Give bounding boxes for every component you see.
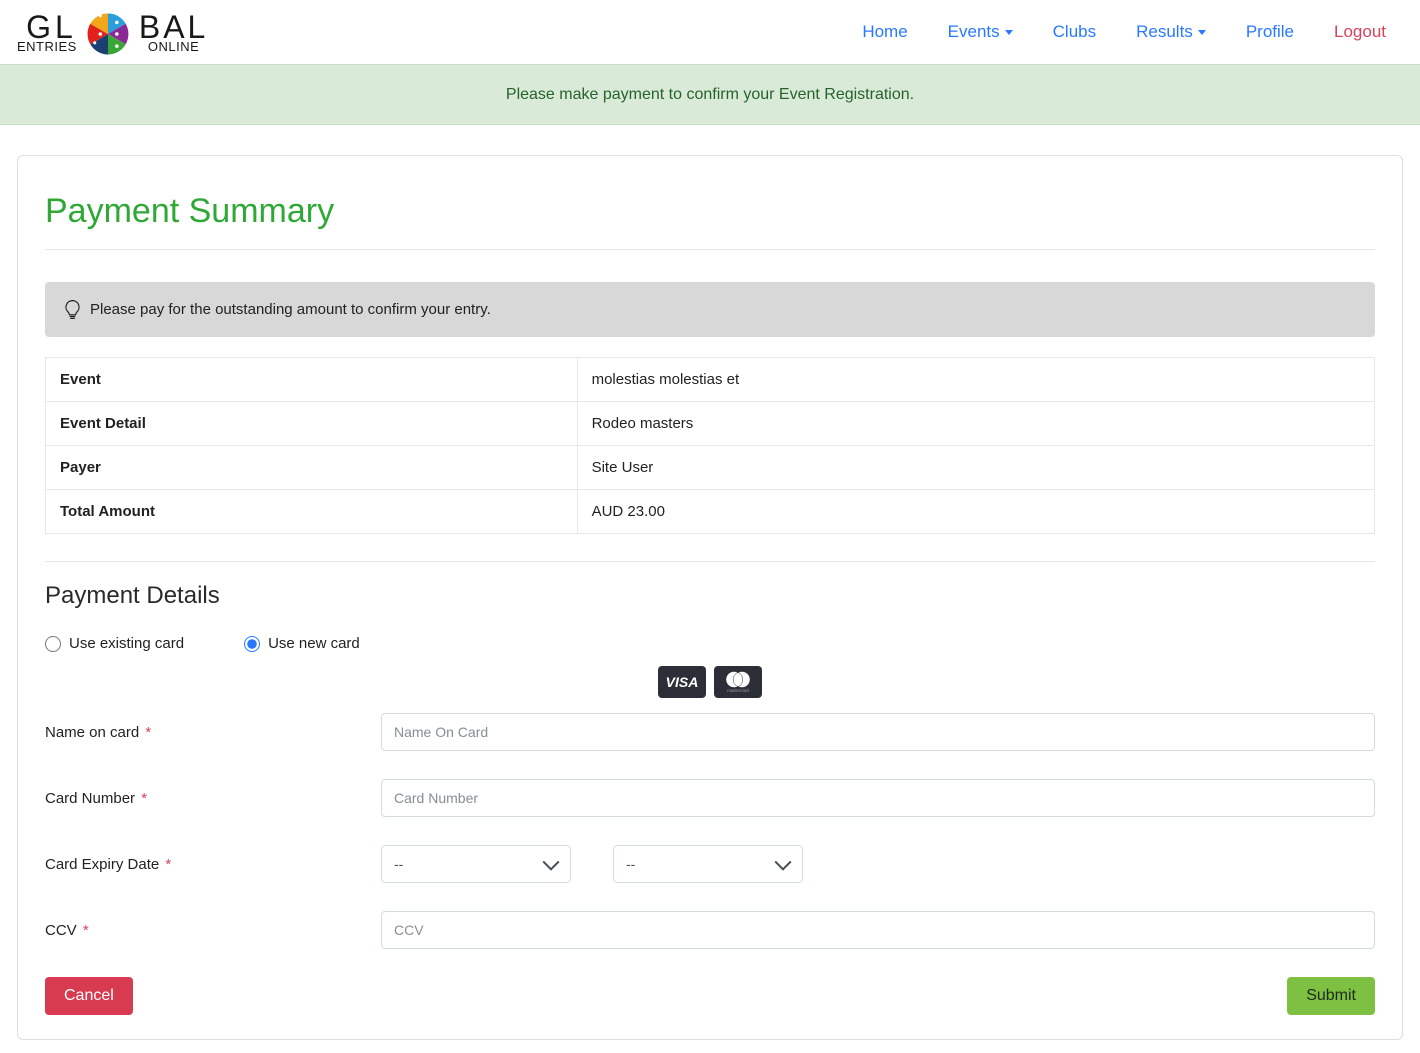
svg-text:mastercard: mastercard [727,688,749,693]
svg-text:VISA: VISA [666,674,699,690]
